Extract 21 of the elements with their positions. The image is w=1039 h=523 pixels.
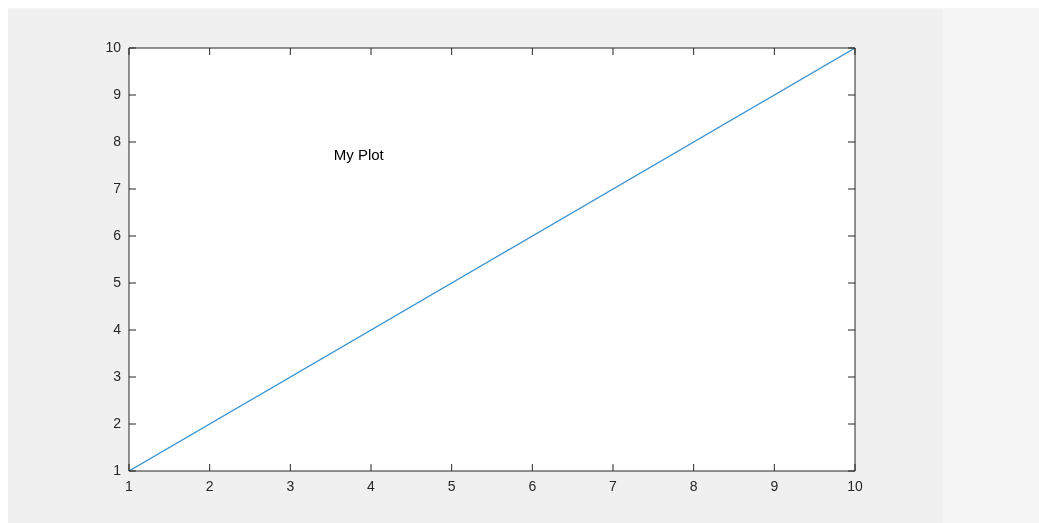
x-tick-label: 2 (205, 478, 214, 495)
x-tick-label: 7 (609, 478, 618, 495)
y-tick-label: 6 (113, 226, 122, 243)
x-tick-label: 1 (125, 478, 134, 495)
x-tick-label: 5 (447, 478, 456, 495)
y-tick-label: 2 (113, 414, 122, 431)
y-tick-label: 5 (113, 273, 122, 290)
annotation: My Plot (333, 146, 385, 164)
y-tick-label: 8 (113, 132, 122, 149)
x-tick-label: 9 (770, 478, 779, 495)
y-tick-label: 3 (113, 367, 122, 384)
x-tick-label: 8 (689, 478, 698, 495)
x-tick-label: 6 (528, 478, 537, 495)
y-tick-label: 4 (113, 320, 122, 337)
x-tick-label: 4 (367, 478, 376, 495)
y-tick-label: 7 (113, 179, 122, 196)
y-tick-label: 10 (105, 38, 122, 55)
x-tick-label: 10 (847, 478, 863, 495)
y-tick-label: 1 (113, 461, 122, 478)
x-tick-label: 3 (286, 478, 295, 495)
y-tick-label: 9 (113, 85, 122, 102)
